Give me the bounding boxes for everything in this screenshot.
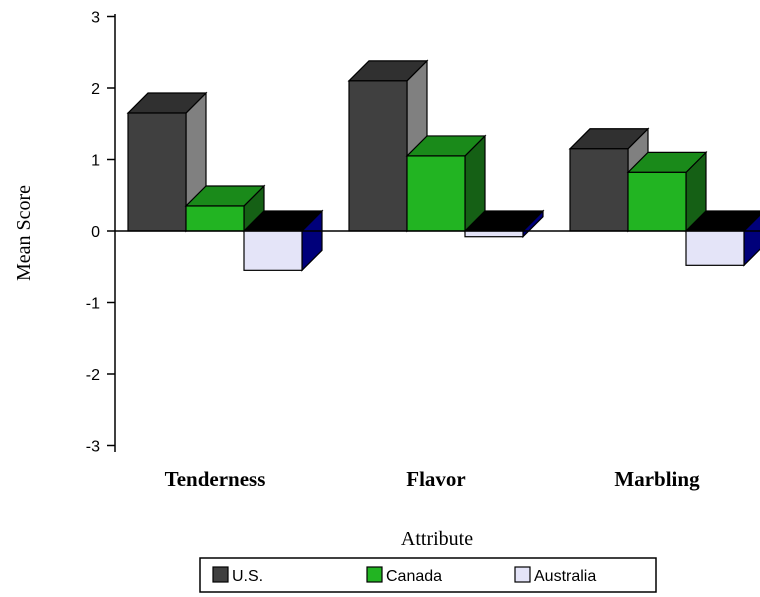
y-tick-label: 1 [91,153,100,170]
y-tick-label: 3 [91,10,100,27]
y-axis-ticks: 3 2 1 0 -1 -2 -3 [86,10,115,456]
legend-swatch-canada [366,566,383,583]
bars-layer [126,59,760,272]
legend-label-us: U.S. [232,568,263,585]
legend-swatch-australia [514,566,531,583]
y-tick-label: -3 [86,439,100,456]
category-labels: Tenderness Flavor Marbling [165,467,700,491]
bar-us-tenderness [126,91,208,233]
y-tick-label: 0 [91,224,100,241]
bar-australia-marbling [684,210,760,267]
category-label-tenderness: Tenderness [165,467,266,491]
legend-label-canada: Canada [386,568,442,585]
legend-box [199,557,657,593]
y-tick-label: -1 [86,296,100,313]
bar-canada-marbling [626,150,708,233]
legend: U.S. Canada Australia [199,557,657,593]
y-tick-label: 2 [91,81,100,98]
bar-front-face [569,148,629,232]
bar-front-face [127,112,187,232]
x-axis-title: Attribute [401,528,473,550]
bar-front-face [348,80,408,232]
category-label-marbling: Marbling [614,467,700,491]
bar-front-face [627,171,687,232]
y-axis-title: Mean Score [13,185,35,281]
bar-canada-flavor [405,134,487,233]
bar-front-face [185,205,245,232]
bar-front-face [464,230,524,238]
bar-front-face [243,230,303,271]
bar-front-face [406,155,466,232]
legend-label-australia: Australia [534,568,596,585]
legend-swatch-us [212,566,229,583]
y-tick-label: -2 [86,367,100,384]
bar-australia-tenderness [242,209,324,272]
category-label-flavor: Flavor [406,467,465,491]
legend-items: U.S. Canada Australia [212,566,596,585]
bar-front-face [685,230,745,266]
